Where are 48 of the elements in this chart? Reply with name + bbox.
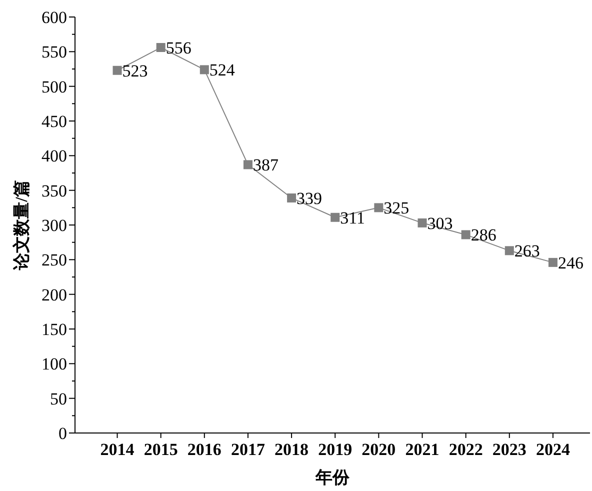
y-tick-label: 300 <box>42 216 67 235</box>
data-label: 556 <box>166 38 192 58</box>
y-tick-label: 200 <box>42 285 67 304</box>
x-tick-label: 2021 <box>405 440 440 459</box>
data-label: 325 <box>384 198 410 218</box>
data-label: 387 <box>252 156 279 175</box>
point <box>156 43 166 52</box>
data-label: 311 <box>340 208 365 228</box>
x-tick-label: 2016 <box>187 440 222 459</box>
data-label: 524 <box>209 60 236 80</box>
point <box>418 218 427 228</box>
x-axis-title: 年份 <box>314 468 350 487</box>
y-tick-label: 600 <box>42 8 67 27</box>
data-label: 339 <box>296 188 322 208</box>
data-label: 263 <box>514 242 540 261</box>
data-label: 303 <box>427 214 453 233</box>
point <box>374 203 384 212</box>
y-tick-label: 150 <box>42 320 67 339</box>
point <box>243 160 252 170</box>
x-tick-label: 2024 <box>536 440 570 459</box>
data-label: 286 <box>470 226 496 245</box>
x-tick-label: 2017 <box>230 440 266 459</box>
point <box>287 193 296 202</box>
point <box>504 246 514 256</box>
x-tick-label: 2014 <box>100 440 135 459</box>
x-tick-label: 2022 <box>448 440 483 459</box>
y-tick-label: 250 <box>42 250 67 270</box>
point <box>330 212 340 222</box>
data-label: 523 <box>122 61 148 80</box>
y-tick-label: 100 <box>42 354 67 374</box>
x-tick-label: 2015 <box>144 440 178 459</box>
y-tick-label: 500 <box>42 77 67 96</box>
point <box>112 66 122 75</box>
y-tick-label: 400 <box>42 146 67 166</box>
x-tick-label: 2018 <box>274 440 309 459</box>
y-tick-label: 450 <box>42 112 67 131</box>
point <box>461 230 470 240</box>
y-tick-label: 350 <box>42 181 67 200</box>
point <box>548 258 558 267</box>
data-label: 246 <box>558 253 584 272</box>
y-tick-label: 50 <box>50 389 67 408</box>
point <box>200 65 209 74</box>
x-tick-label: 2023 <box>492 440 526 459</box>
x-tick-label: 2020 <box>362 440 396 459</box>
y-tick-label: 550 <box>42 42 67 62</box>
x-tick-label: 2019 <box>318 440 352 459</box>
y-axis-title: 论文数量/篇 <box>12 180 31 271</box>
y-tick-label: 0 <box>58 424 67 443</box>
